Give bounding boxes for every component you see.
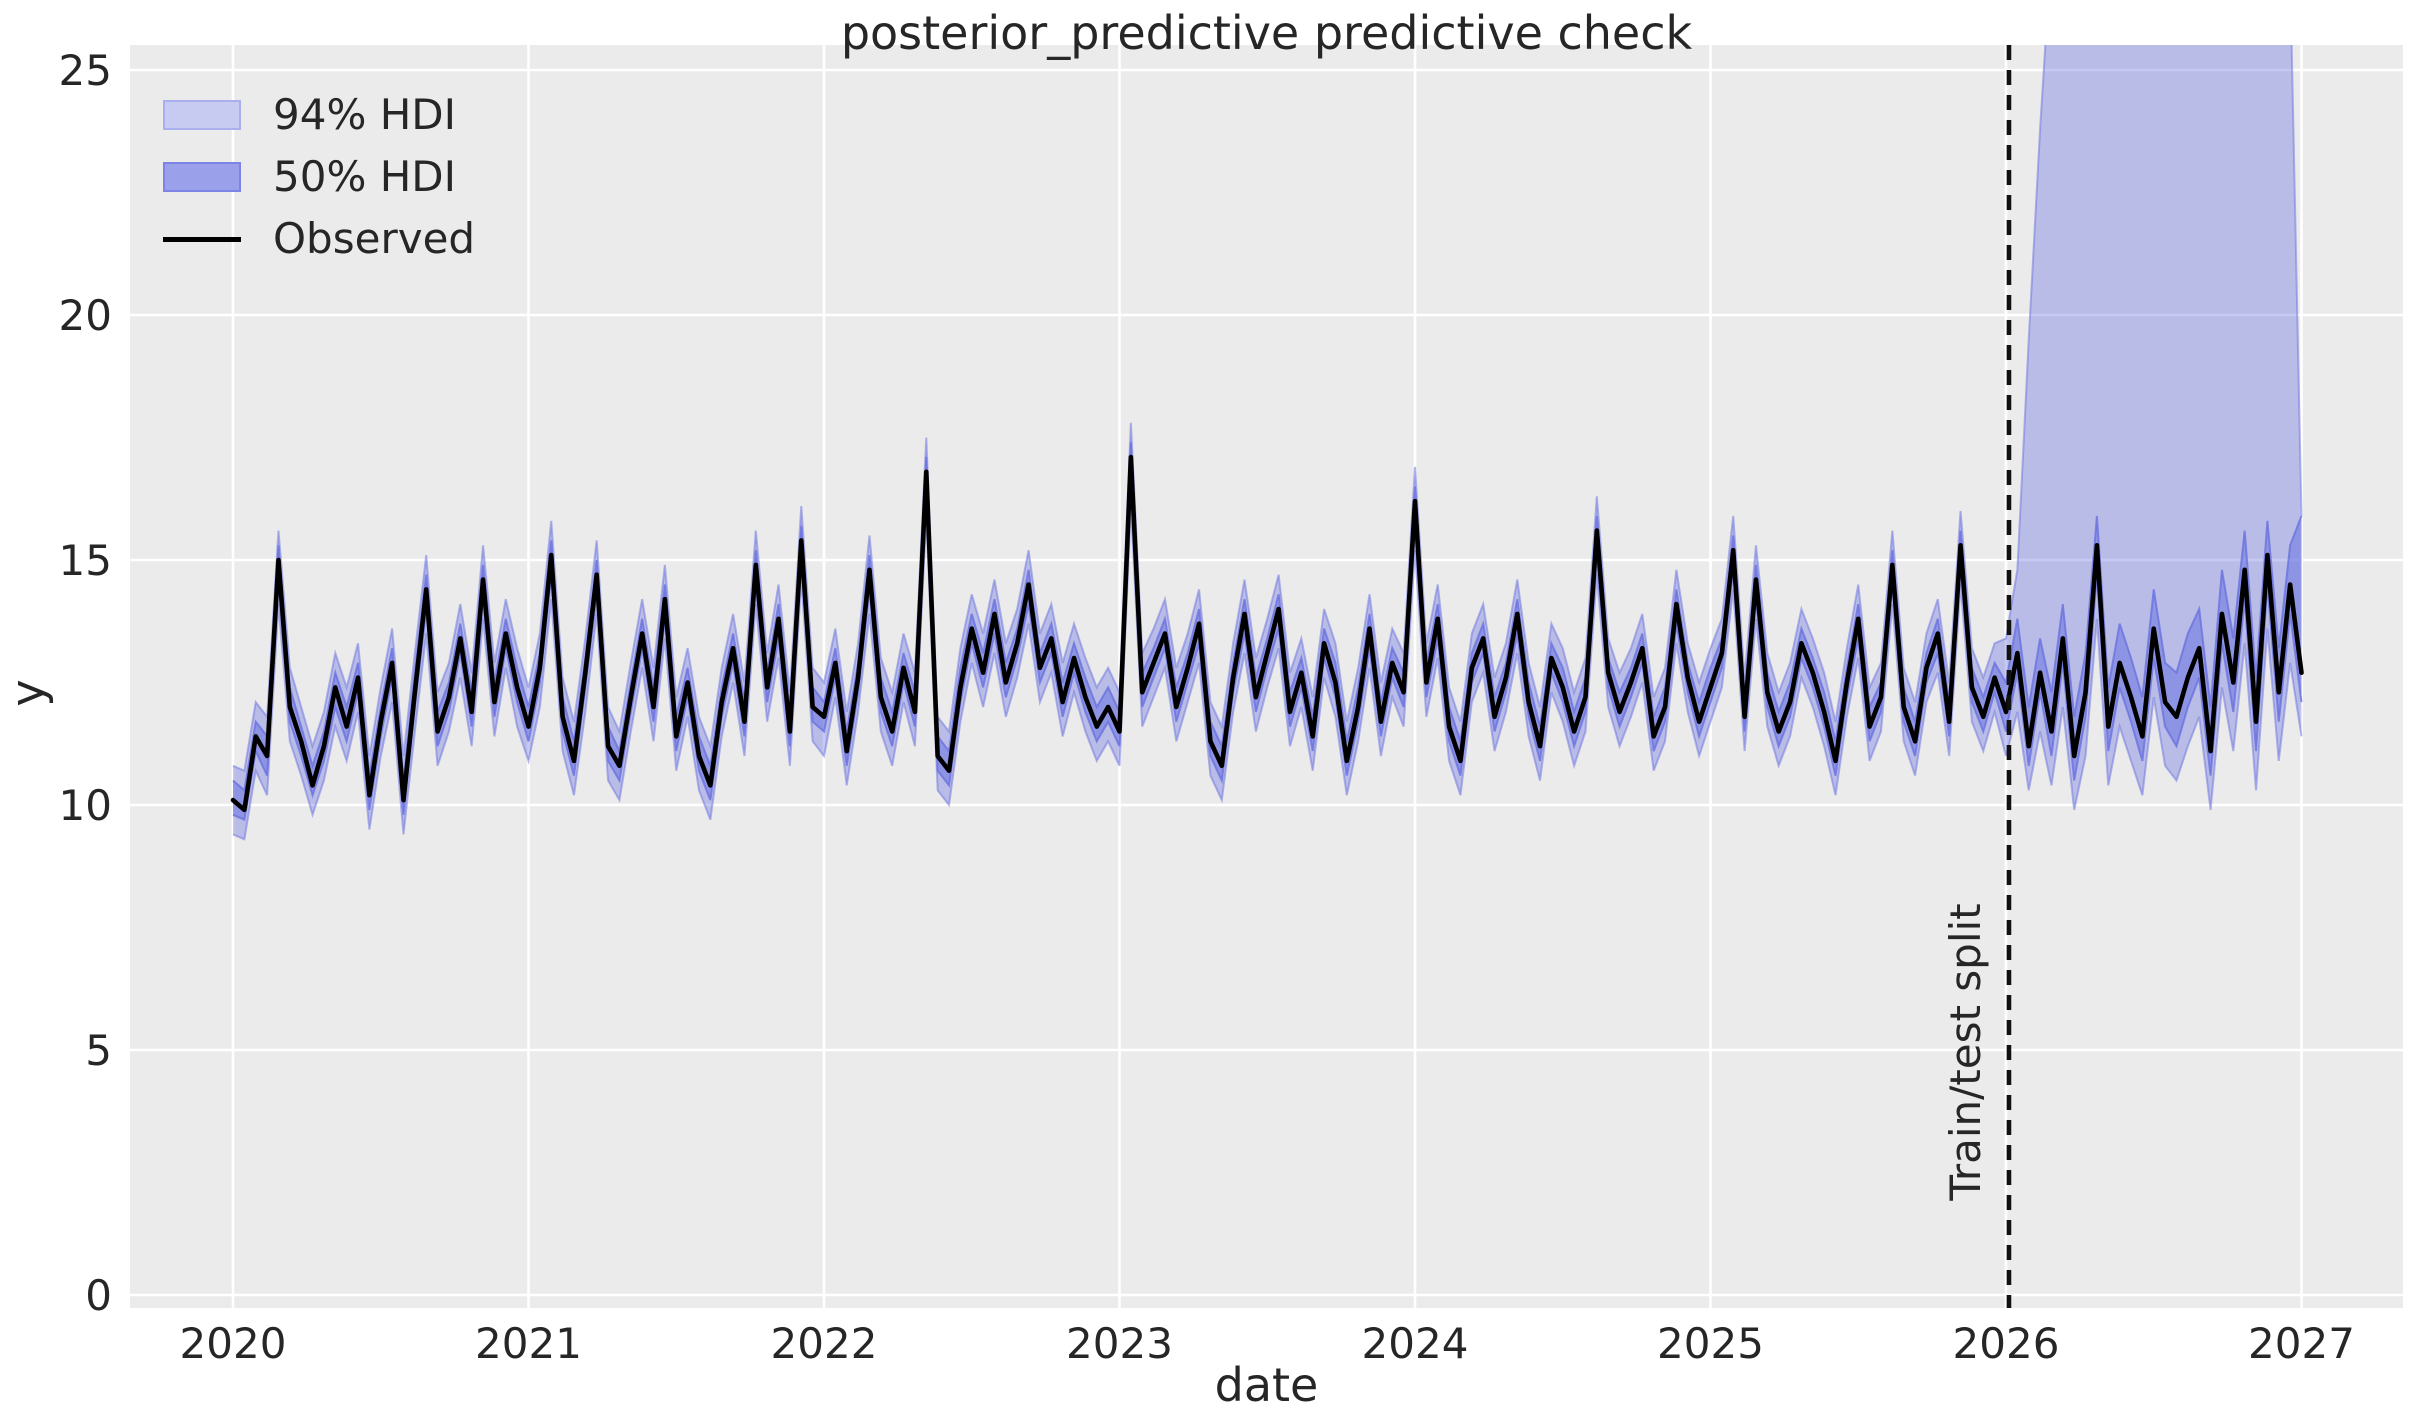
legend-item-observed: Observed [163, 208, 475, 270]
hdi50-band [233, 442, 2302, 820]
observed-line [230, 454, 2304, 813]
legend-label: 50% HDI [273, 152, 457, 201]
x-tick-label: 2024 [1362, 1319, 1469, 1368]
x-tick-label: 2023 [1066, 1319, 1173, 1368]
legend-item-50-hdi: 50% HDI [163, 146, 475, 208]
observed-line-swatch-icon [163, 236, 241, 242]
y-tick-labels: 0 5 10 15 20 25 [59, 46, 112, 1320]
y-axis-label: y [0, 679, 55, 707]
y-tick-label: 5 [85, 1026, 112, 1075]
x-tick-label: 2025 [1657, 1319, 1764, 1368]
hdi94-upper-edge [232, 45, 2303, 773]
x-tick-label: 2020 [180, 1319, 287, 1368]
x-tick-label: 2021 [475, 1319, 582, 1368]
y-tick-label: 10 [59, 781, 112, 830]
x-tick-label: 2022 [771, 1319, 878, 1368]
legend-label: Observed [273, 214, 476, 263]
chart-title: posterior_predictive predictive check [840, 6, 1693, 60]
y-tick-label: 15 [59, 536, 112, 585]
x-axis-label: date [1214, 1358, 1319, 1412]
legend-item-94-hdi: 94% HDI [163, 84, 475, 146]
y-tick-label: 0 [85, 1271, 112, 1320]
x-tick-label: 2027 [2248, 1319, 2355, 1368]
y-tick-label: 25 [59, 46, 112, 95]
legend: 94% HDI 50% HDI Observed [163, 84, 475, 270]
hdi94-swatch-icon [163, 100, 241, 130]
series-layer [230, 45, 2304, 841]
legend-label: 94% HDI [273, 90, 457, 139]
x-tick-label: 2026 [1953, 1319, 2060, 1368]
train-test-split-label: Train/test split [1941, 903, 1990, 1201]
x-tick-labels: 2020 2021 2022 2023 2024 2025 2026 2027 [180, 1319, 2355, 1368]
hdi50-swatch-icon [163, 162, 241, 192]
y-tick-label: 20 [59, 291, 112, 340]
hdi94-lower-edge [232, 506, 2303, 841]
